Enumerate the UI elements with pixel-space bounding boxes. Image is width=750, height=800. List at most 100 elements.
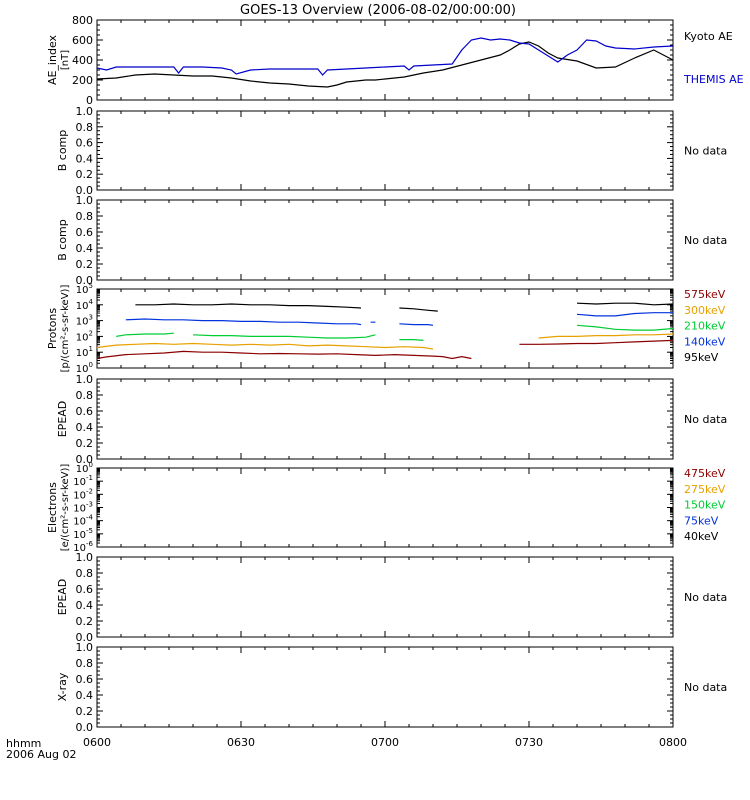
y-tick-label: 0.6 — [76, 137, 94, 150]
y-axis-label: EPEAD — [56, 579, 69, 616]
no-data-label: No data — [684, 413, 727, 426]
y-tick-label: 0.2 — [76, 705, 94, 718]
y-tick-label: 0.0 — [76, 631, 94, 644]
y-tick-label: 0.4 — [76, 242, 94, 255]
legend-entry: 75keV — [684, 514, 719, 527]
panel-frame — [96, 467, 674, 548]
y-tick-label: 1.0 — [76, 641, 94, 654]
legend-entry: 140keV — [684, 335, 726, 348]
y-tick-label: 10-5 — [73, 527, 93, 541]
y-tick-label: 0.0 — [76, 721, 94, 734]
legend-entry: 575keV — [684, 288, 726, 301]
panel-frame — [96, 646, 674, 728]
y-tick-label: 0 — [86, 94, 93, 107]
panel-ae_index: 0 200 400 600 800 AE_index [nT] Kyoto AE THEMIS … — [46, 14, 744, 107]
y-tick-label: 10-6 — [73, 540, 93, 554]
y-tick-label: 0.4 — [76, 421, 94, 434]
y-tick-label: 100 — [76, 361, 93, 375]
no-data-label: No data — [684, 145, 727, 158]
y-tick-label: 0.4 — [76, 689, 94, 702]
no-data-label: No data — [684, 591, 727, 604]
legend-entry: THEMIS AE — [683, 73, 744, 86]
panel-frame — [96, 556, 674, 638]
y-axis-label: Electrons — [46, 482, 59, 533]
y-tick-label: 0.6 — [76, 226, 94, 239]
y-tick-label: 0.8 — [76, 121, 94, 134]
panel-epead_1: 0.0 0.2 0.4 0.6 0.8 1.0 EPEAD No data — [56, 373, 727, 466]
y-tick-label: 0.0 — [76, 184, 94, 197]
y-tick-label: 1.0 — [76, 105, 94, 118]
series-line-300kev — [96, 333, 674, 350]
y-tick-label: 0.0 — [76, 453, 94, 466]
y-tick-label: 600 — [72, 34, 93, 47]
y-axis-unit: [p/(cm²-s-sr-keV)] — [60, 285, 71, 373]
y-axis-label: AE_index — [46, 34, 59, 85]
legend-entry: 95keV — [684, 351, 719, 364]
legend-entry: 210keV — [684, 320, 726, 333]
y-tick-label: 800 — [72, 14, 93, 27]
y-tick-label: 200 — [72, 74, 93, 87]
time-tick-label: 0700 — [371, 736, 399, 749]
y-axis-unit: [e/(cm²-s-sr-keV)] — [60, 464, 71, 552]
y-axis-label: B comp — [56, 219, 69, 261]
y-tick-label: 0.6 — [76, 583, 94, 596]
y-tick-label: 0.0 — [76, 274, 94, 287]
y-axis-label: X-ray — [56, 672, 69, 701]
y-tick-label: 100 — [76, 461, 93, 475]
y-tick-label: 1.0 — [76, 194, 94, 207]
panel-frame — [96, 199, 674, 281]
time-axis-labels: 0600 0630 0700 0730 0800 — [83, 736, 687, 749]
y-tick-label: 0.8 — [76, 657, 94, 670]
legend-entry: 275keV — [684, 483, 726, 496]
panel-frame — [96, 110, 674, 191]
panel-b_comp_1: 0.0 0.2 0.4 0.6 0.8 1.0 B comp No data — [56, 105, 727, 197]
y-tick-label: 105 — [76, 282, 93, 296]
y-tick-label: 10-2 — [73, 487, 93, 501]
y-tick-label: 0.6 — [76, 673, 94, 686]
y-tick-label: 101 — [76, 345, 93, 359]
series-line-575kev — [96, 339, 674, 360]
panel-b_comp_2: 0.0 0.2 0.4 0.6 0.8 1.0 B comp No data — [56, 194, 727, 287]
time-axis-corner-label-date: 2006 Aug 02 — [6, 748, 76, 761]
panel-epead_2: 0.0 0.2 0.4 0.6 0.8 1.0 EPEAD No data — [56, 551, 727, 644]
y-tick-label: 0.2 — [76, 437, 94, 450]
panels-group: 0 200 400 600 800 AE_index [nT] Kyoto AE THEMIS … — [46, 14, 744, 734]
panel-xray: 0.0 0.2 0.4 0.6 0.8 1.0 X-ray No data — [56, 641, 727, 734]
time-tick-label: 0730 — [515, 736, 543, 749]
time-tick-label: 0800 — [659, 736, 687, 749]
y-tick-label: 0.2 — [76, 615, 94, 628]
legend-entry: 300keV — [684, 304, 726, 317]
y-tick-label: 10-1 — [73, 474, 93, 488]
series-line-95kev — [135, 302, 674, 312]
series-line-210kev — [116, 324, 674, 341]
y-tick-label: 0.2 — [76, 258, 94, 271]
time-axis-corner-label-format: hhmm — [6, 737, 41, 750]
y-tick-label: 400 — [72, 54, 93, 67]
y-tick-label: 0.8 — [76, 210, 94, 223]
y-tick-label: 0.2 — [76, 168, 94, 181]
figure-title: GOES-13 Overview (2006-08-02/00:00:00) — [240, 3, 516, 18]
y-axis-label: EPEAD — [56, 401, 69, 438]
legend-entry: 475keV — [684, 467, 726, 480]
y-axis-label: B comp — [56, 130, 69, 172]
series-line-kyoto-ae — [96, 41, 674, 88]
y-tick-label: 10-4 — [73, 514, 93, 528]
y-tick-label: 10-3 — [73, 501, 93, 515]
y-tick-label: 0.8 — [76, 567, 94, 580]
no-data-label: No data — [684, 681, 727, 694]
no-data-label: No data — [684, 234, 727, 247]
y-tick-label: 1.0 — [76, 551, 94, 564]
series-line-themis-ae — [96, 37, 674, 76]
time-tick-label: 0600 — [83, 736, 111, 749]
legend-entry: Kyoto AE — [684, 30, 733, 43]
y-tick-label: 0.4 — [76, 599, 94, 612]
legend-entry: 150keV — [684, 499, 726, 512]
panel-frame — [96, 19, 674, 101]
legend-entry: 40keV — [684, 530, 719, 543]
series-line-140kev — [125, 312, 673, 326]
y-tick-label: 104 — [76, 298, 94, 312]
y-tick-label: 103 — [76, 314, 93, 328]
